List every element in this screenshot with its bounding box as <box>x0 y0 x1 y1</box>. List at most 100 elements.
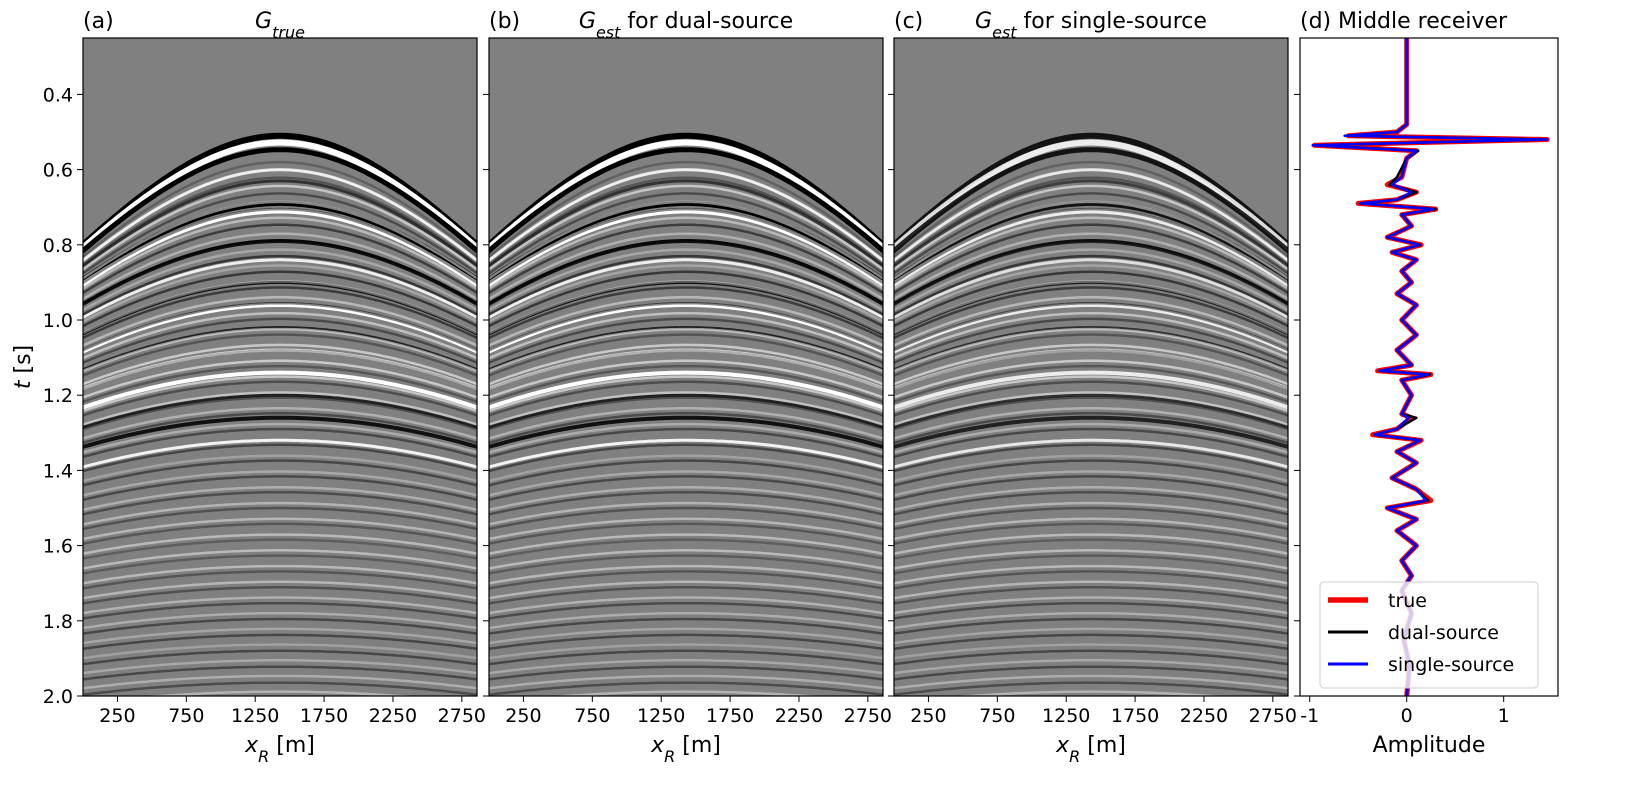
reflection <box>894 412 1288 445</box>
legend-box <box>1319 581 1539 689</box>
x-tick-label: 2250 <box>369 705 417 727</box>
reflection <box>489 280 883 335</box>
reflection <box>894 438 1288 469</box>
reflection <box>894 375 1288 413</box>
reflection <box>894 393 1288 429</box>
reflection <box>83 454 477 483</box>
reflection <box>83 393 477 429</box>
reflection <box>489 459 883 487</box>
reflection <box>83 674 477 690</box>
legend-label: dual-source <box>1388 622 1499 644</box>
reflection <box>83 280 477 336</box>
reflection <box>489 327 883 373</box>
panel-label: (c) <box>894 9 923 34</box>
reflection <box>83 303 477 354</box>
reflection <box>894 438 1288 468</box>
reflection <box>489 160 883 259</box>
reflection <box>894 286 1288 340</box>
panel-title: Gest for single-source <box>975 9 1207 42</box>
reflection <box>894 643 1288 660</box>
reflection <box>83 506 477 531</box>
reflection <box>489 223 883 295</box>
reflection <box>83 349 477 390</box>
reflection <box>83 200 477 281</box>
reflection <box>83 317 477 365</box>
reflection <box>83 160 477 259</box>
reflection <box>894 317 1288 365</box>
reflection <box>83 427 477 459</box>
reflection <box>489 633 883 651</box>
axes-frame <box>488 37 884 697</box>
x-tick-label: 1750 <box>300 705 348 727</box>
reflection <box>83 168 477 263</box>
y-tick-label: 2.0 <box>43 686 73 708</box>
reflection <box>83 139 477 252</box>
y-tick-label: 0.6 <box>43 160 73 182</box>
reflection <box>894 326 1288 372</box>
x-axis-label-part: R <box>1069 747 1080 766</box>
reflection <box>894 470 1288 497</box>
reflection <box>489 506 883 531</box>
reflection <box>489 216 883 290</box>
reflection <box>489 343 883 386</box>
reflection <box>83 280 477 335</box>
reflection <box>489 438 883 468</box>
reflection <box>83 375 477 413</box>
reflection <box>894 633 1288 651</box>
x-axis-label-part: [m] <box>1080 733 1126 758</box>
reflection <box>83 665 477 681</box>
reflection <box>489 627 883 645</box>
reflection <box>489 132 883 249</box>
reflection <box>894 264 1288 323</box>
reflection <box>489 208 883 288</box>
x-tick-label: 2250 <box>1180 705 1228 727</box>
reflection <box>894 370 1288 410</box>
reflection <box>894 396 1288 431</box>
panel-title-part: true <box>272 23 305 42</box>
reflection <box>83 407 477 440</box>
x-tick-label: 750 <box>574 705 610 727</box>
reflection <box>894 200 1288 281</box>
reflection <box>489 554 883 575</box>
reflection <box>894 407 1288 440</box>
reflection <box>894 280 1288 335</box>
reflection <box>83 412 477 445</box>
reflection <box>894 232 1288 301</box>
reflection <box>894 207 1288 285</box>
reflection <box>83 391 477 426</box>
reflection <box>489 232 883 301</box>
reflection <box>83 443 477 473</box>
panel-label: (a) <box>83 9 114 34</box>
reflection <box>894 459 1288 487</box>
reflection <box>489 264 883 323</box>
x-tick-label: 1750 <box>706 705 754 727</box>
reflection <box>894 665 1288 681</box>
reflection <box>489 665 883 681</box>
reflection <box>894 538 1288 560</box>
reflection <box>894 349 1288 390</box>
reflection <box>489 301 883 352</box>
reflection <box>83 326 477 372</box>
x-axis-label-part: [m] <box>269 733 315 758</box>
reflection <box>894 139 1288 252</box>
reflection <box>894 280 1288 336</box>
reflection <box>489 280 883 336</box>
reflection <box>894 501 1288 526</box>
reflection <box>83 601 477 620</box>
reflection <box>894 208 1288 288</box>
reflection <box>83 570 477 590</box>
reflection <box>489 517 883 541</box>
reflection <box>489 580 883 600</box>
reflection <box>83 564 477 585</box>
reflection <box>83 538 477 560</box>
reflection <box>489 407 883 440</box>
reflection <box>894 359 1288 399</box>
reflection <box>489 454 883 483</box>
reflection <box>489 564 883 585</box>
reflection <box>894 564 1288 585</box>
reflection <box>489 393 883 429</box>
reflection <box>894 179 1288 269</box>
reflection <box>489 258 883 319</box>
x-tick-label: 0 <box>1401 705 1413 727</box>
reflection <box>894 570 1288 590</box>
